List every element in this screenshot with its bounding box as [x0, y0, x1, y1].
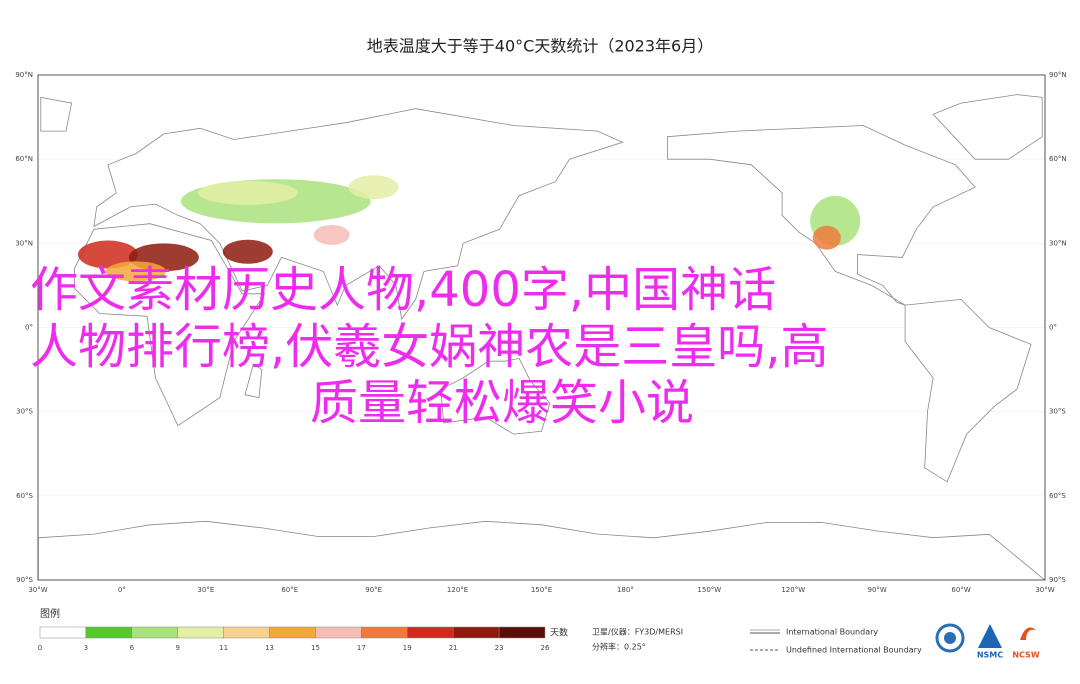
legend-label: 13: [265, 644, 274, 652]
lon-label: 120°E: [447, 586, 468, 594]
continent: [932, 94, 1043, 160]
heat-area: [197, 180, 298, 205]
legend-swatch: [177, 626, 224, 639]
heat-area: [313, 224, 350, 245]
lon-label: 150°E: [531, 586, 552, 594]
continent: [440, 357, 551, 435]
heat-area: [105, 261, 166, 282]
lon-label: 180°: [617, 586, 634, 594]
heat-area: [222, 239, 273, 264]
lat-label: 30°S: [16, 408, 33, 416]
legend-label: 15: [311, 644, 320, 652]
legend-label: 26: [541, 644, 550, 652]
lon-label: 30°W: [1035, 586, 1054, 594]
satellite: 卫星/仪器：FY3D/MERSI: [592, 628, 683, 637]
legend-label: 9: [175, 644, 179, 652]
overlay-line: 人物排行榜,伏羲女娲神农是三皇吗,高: [30, 319, 829, 375]
continent: [244, 363, 263, 399]
logo-nsmc: [978, 624, 1002, 648]
lat-label: 90°S: [16, 576, 33, 584]
legend: 图例 天数 卫星/仪器：FY3D/MERSI 分辨率：0.25° Interna…: [38, 607, 1040, 660]
lat-label: 0°: [25, 324, 33, 332]
legend-label: 0: [38, 644, 42, 652]
continent: [904, 298, 1032, 483]
overlay-line: 作文素材历史人物,400字,中国神话: [30, 262, 776, 318]
legend-swatch: [498, 626, 546, 639]
heat-area: [812, 225, 841, 250]
logo-nsmc-text: NSMC: [977, 651, 1003, 660]
lon-label: 30°W: [28, 586, 47, 594]
legend-swatch: [223, 626, 270, 639]
legend-swatch: [269, 626, 316, 639]
legend-swatch: [407, 626, 454, 639]
lat-label: 60°S: [1049, 492, 1066, 500]
lon-label: 0°: [118, 586, 126, 594]
lon-label: 60°E: [281, 586, 298, 594]
legend-label: 6: [130, 644, 135, 652]
lon-label: 30°E: [197, 586, 214, 594]
logo-ncsw-text: NCSW: [1012, 651, 1039, 660]
lon-label: 60°W: [951, 586, 970, 594]
boundary-label: International Boundary: [786, 628, 878, 637]
legend-label: 11: [219, 644, 228, 652]
lat-label: 60°N: [1049, 155, 1067, 163]
lon-label: 90°W: [867, 586, 886, 594]
lat-label: 30°N: [1049, 239, 1067, 247]
legend-swatch: [315, 626, 362, 639]
lat-label: 0°: [1049, 324, 1057, 332]
legend-title: 图例: [40, 607, 60, 620]
lon-label: 90°E: [365, 586, 382, 594]
lat-label: 90°N: [1049, 71, 1067, 79]
continent: [93, 108, 624, 321]
heat-area: [348, 175, 399, 200]
lat-label: 30°S: [1049, 408, 1066, 416]
lon-label: 120°W: [781, 586, 805, 594]
title: 地表温度大于等于40°C天数统计（2023年6月）: [367, 37, 713, 56]
boundary-label: Undefined International Boundary: [786, 646, 922, 655]
legend-swatch: [361, 626, 408, 639]
legend-swatch: [39, 626, 87, 639]
legend-label: 3: [84, 644, 88, 652]
lat-label: 90°N: [15, 71, 33, 79]
legend-swatch: [131, 626, 178, 639]
overlay-line: 质量轻松爆笑小说: [310, 375, 694, 431]
legend-unit: 天数: [550, 627, 568, 639]
legend-swatch: [452, 626, 500, 639]
legend-label: 23: [495, 644, 504, 652]
lat-label: 30°N: [15, 239, 33, 247]
lat-label: 60°N: [15, 155, 33, 163]
legend-swatch: [85, 626, 133, 639]
antarctica: [37, 520, 1046, 581]
lon-label: 150°W: [697, 586, 721, 594]
heat-area: [77, 240, 138, 269]
resolution: 分辨率：0.25°: [592, 642, 646, 652]
lat-label: 90°S: [1049, 576, 1066, 584]
map: [37, 94, 1046, 581]
legend-label: 21: [449, 644, 458, 652]
lat-label: 60°S: [16, 492, 33, 500]
continent: [40, 96, 73, 132]
legend-label: 19: [403, 644, 412, 652]
legend-label: 17: [357, 644, 366, 652]
logo-ncsw: [1020, 627, 1036, 640]
map-frame: [37, 74, 1046, 581]
logo-cma: [944, 632, 956, 644]
overlay-text: 作文素材历史人物,400字,中国神话人物排行榜,伏羲女娲神农是三皇吗,高质量轻松…: [30, 262, 829, 431]
